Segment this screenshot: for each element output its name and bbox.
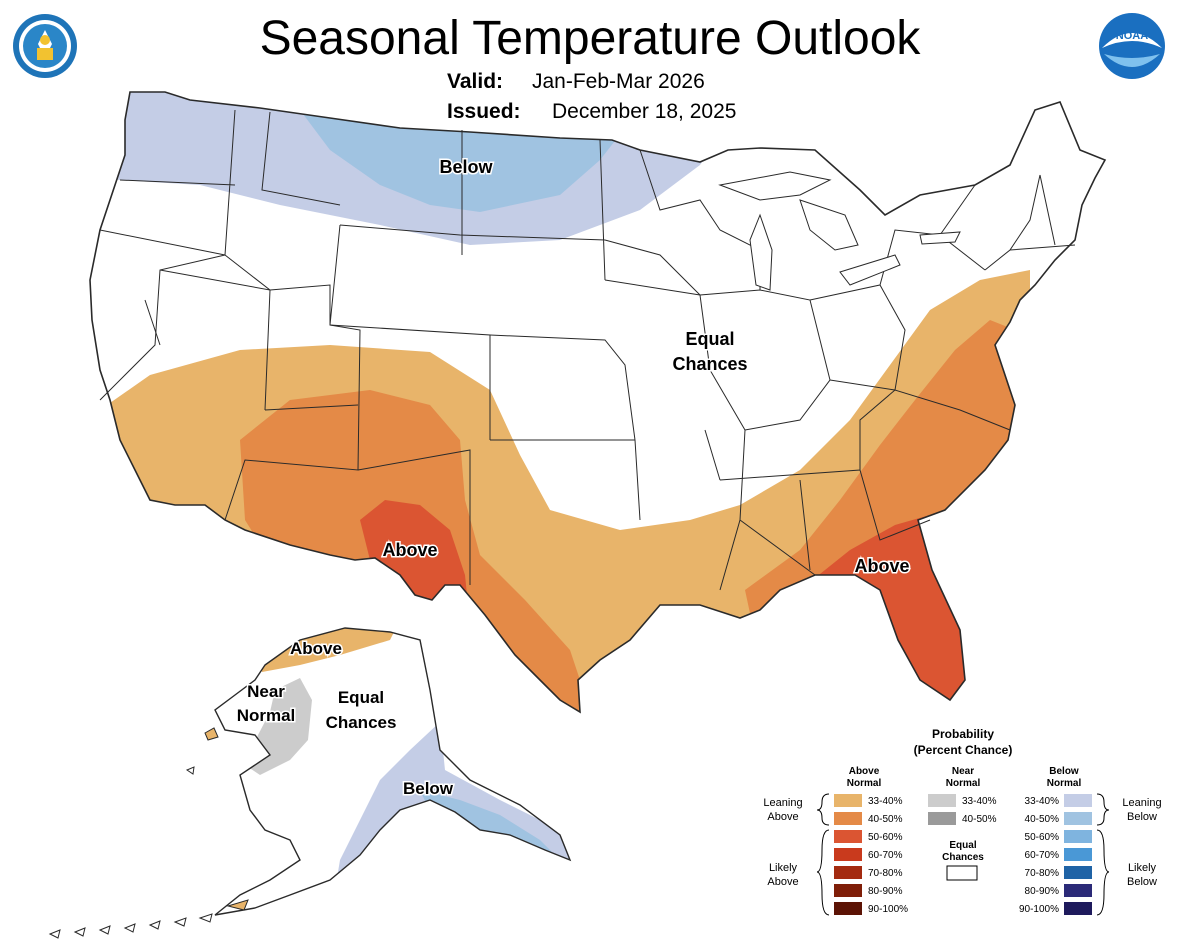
legend-swatch-above-90-100 [834,902,862,915]
legend-below-range: 50-60% [1025,832,1060,843]
legend-below-range: 40-50% [1025,814,1060,825]
legend-likely-above-line1: Likely [769,862,798,874]
issued-value: December 18, 2025 [552,100,736,123]
ak-below-label: Below [403,779,454,798]
noaa-logo-text: NOAA [1116,30,1148,42]
legend-swatch-above-70-80 [834,866,862,879]
legend-swatch-below-33-40 [1064,794,1092,807]
legend-likely-below-bracket [1096,829,1110,916]
legend-leaning-below-bracket [1096,793,1110,826]
legend-below-range: 90-100% [1019,904,1059,915]
alaska-map: Above Near Normal Equal Chances Below [48,627,572,939]
legend-near-range: 33-40% [962,796,997,807]
conus-map: Below Equal Chances Above Above [89,91,1107,714]
legend-near-range: 40-50% [962,814,997,825]
conus-equal-label-line2: Chances [672,354,747,374]
legend-below-range: 70-80% [1025,868,1060,879]
ak-near-label-line1: Near [247,682,285,701]
legend-leaning-above-bracket [816,793,830,826]
legend-equal-line2: Chances [942,852,984,863]
legend-above-header-line1: Above [849,766,880,777]
legend-above-range: 90-100% [868,904,908,915]
legend-swatch-above-60-70 [834,848,862,861]
coastal-islands [185,727,219,775]
legend-swatch-equal-chances [946,865,978,881]
legend-above-range: 70-80% [868,868,903,879]
legend-above-range: 60-70% [868,850,903,861]
legend-swatch-above-80-90 [834,884,862,897]
ak-equal-label-line1: Equal [338,688,384,707]
legend-below-range: 33-40% [1025,796,1060,807]
legend-near-header-line1: Near [952,766,974,777]
issued-label: Issued: [447,100,521,123]
legend-swatch-below-70-80 [1064,866,1092,879]
aleutian-islands [48,899,249,939]
legend-below-header-line1: Below [1049,766,1079,777]
conus-above-sw-label: Above [382,540,437,560]
noaa-logo-icon: NOAA [1099,13,1165,79]
legend-swatch-below-80-90 [1064,884,1092,897]
conus-above-se-label: Above [854,556,909,576]
ak-above-label: Above [290,639,342,658]
legend-title-line1: Probability [932,727,994,741]
legend-leaning-above-line1: Leaning [763,797,802,809]
legend: Probability (Percent Chance) Above Norma… [763,727,1162,916]
legend-swatch-below-40-50 [1064,812,1092,825]
legend-likely-above-line2: Above [767,876,798,888]
legend-swatch-below-60-70 [1064,848,1092,861]
legend-leaning-above-line2: Above [767,811,798,823]
legend-swatch-below-90-100 [1064,902,1092,915]
legend-above-header-line2: Normal [847,778,882,789]
legend-swatch-above-40-50 [834,812,862,825]
legend-above-range: 40-50% [868,814,903,825]
legend-above-range: 80-90% [868,886,903,897]
legend-swatch-above-33-40 [834,794,862,807]
legend-below-range: 60-70% [1025,850,1060,861]
ak-equal-label-line2: Chances [326,713,397,732]
conus-equal-label-line1: Equal [685,329,734,349]
legend-swatch-above-50-60 [834,830,862,843]
legend-likely-below-line2: Below [1127,876,1157,888]
legend-above-range: 33-40% [868,796,903,807]
legend-likely-below-line1: Likely [1128,862,1157,874]
legend-leaning-below-line1: Leaning [1122,797,1161,809]
legend-leaning-below-line2: Below [1127,811,1157,823]
page-title: Seasonal Temperature Outlook [260,12,922,65]
legend-below-range: 80-90% [1025,886,1060,897]
department-of-commerce-seal-icon [13,14,77,78]
legend-swatch-near-33-40 [928,794,956,807]
legend-likely-above-bracket [816,829,830,916]
legend-below-header-line2: Normal [1047,778,1082,789]
legend-swatch-near-40-50 [928,812,956,825]
legend-near-header-line2: Normal [946,778,981,789]
great-lakes [718,171,961,291]
ak-near-label-line2: Normal [237,706,296,725]
valid-label: Valid: [447,70,503,93]
conus-below-label: Below [439,157,493,177]
legend-equal-line1: Equal [949,840,976,851]
legend-title-line2: (Percent Chance) [914,743,1013,757]
valid-value: Jan-Feb-Mar 2026 [532,70,705,93]
legend-above-range: 50-60% [868,832,903,843]
legend-swatch-below-50-60 [1064,830,1092,843]
